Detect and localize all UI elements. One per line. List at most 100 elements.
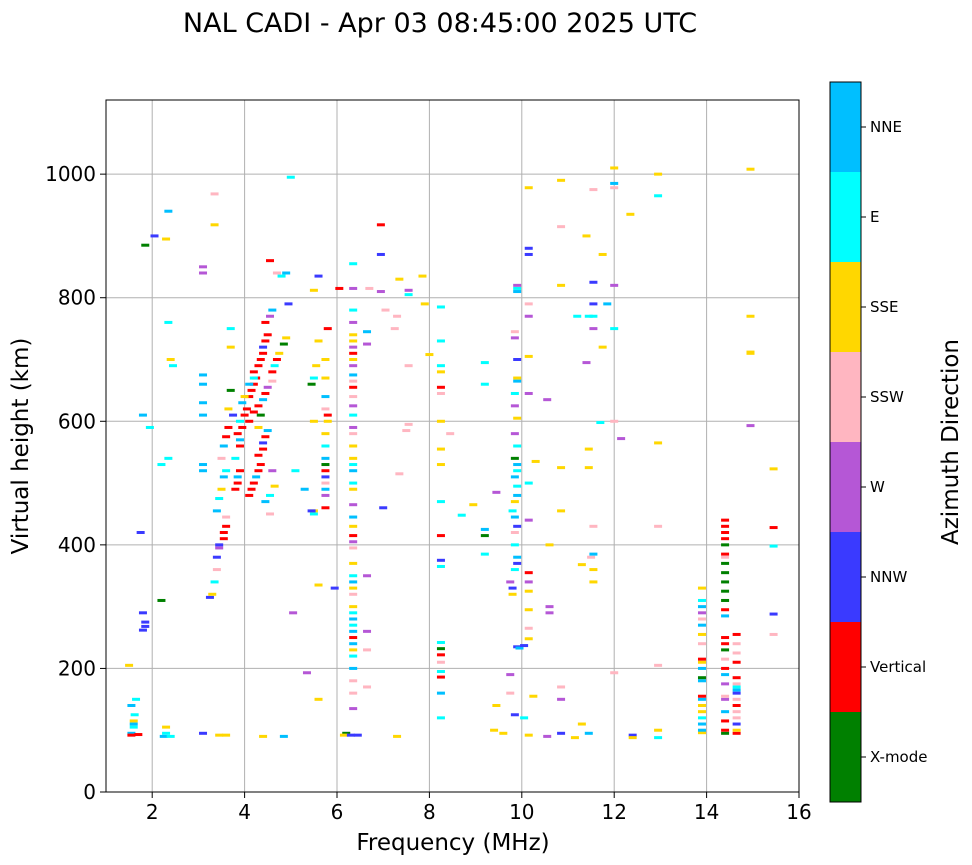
data-point [349, 379, 358, 383]
data-point [436, 500, 445, 504]
data-point [252, 475, 261, 479]
data-point [339, 733, 348, 737]
data-point [349, 364, 358, 368]
data-point [425, 353, 434, 357]
data-points [125, 166, 778, 740]
data-point [231, 456, 240, 460]
data-point [545, 605, 554, 609]
data-point [222, 524, 231, 528]
data-point [261, 391, 270, 395]
data-point [226, 345, 235, 349]
colorbar-segment [830, 172, 861, 262]
data-point [436, 364, 445, 368]
data-point [510, 456, 519, 460]
data-point [349, 666, 358, 670]
data-point [513, 283, 522, 287]
data-point [270, 484, 279, 488]
data-point [226, 388, 235, 392]
data-point [349, 395, 358, 399]
data-point [349, 413, 358, 417]
data-point [697, 623, 706, 627]
data-point [436, 647, 445, 651]
data-point [256, 413, 265, 417]
data-point [732, 688, 741, 692]
data-point [499, 731, 508, 735]
data-point [589, 524, 598, 528]
data-point [302, 671, 311, 675]
data-point [513, 493, 522, 497]
data-point [289, 611, 298, 615]
data-point [321, 463, 330, 467]
colorbar-segment [830, 712, 861, 802]
data-point [577, 563, 586, 567]
data-point [164, 320, 173, 324]
data-point [654, 441, 663, 445]
data-point [261, 320, 270, 324]
data-point [349, 546, 358, 550]
data-point [721, 694, 730, 698]
data-point [321, 506, 330, 510]
colorbar-legend: X-mode Vertical NNW W SSW SSE E NNE [829, 81, 927, 803]
data-point [210, 223, 219, 227]
data-point [321, 407, 330, 411]
data-point [164, 209, 173, 213]
data-point [245, 493, 254, 497]
data-point [300, 487, 309, 491]
data-point [721, 636, 730, 640]
data-point [436, 339, 445, 343]
data-point [256, 358, 265, 361]
data-point [524, 246, 533, 250]
colorbar-segment [830, 262, 861, 352]
data-point [349, 345, 358, 349]
data-point [363, 629, 372, 633]
data-point [233, 475, 242, 479]
data-point [524, 314, 533, 318]
x-tick-label: 6 [331, 800, 344, 824]
data-point [363, 330, 372, 334]
data-point [349, 617, 358, 621]
data-point [436, 716, 445, 720]
data-point [697, 666, 706, 670]
data-point [349, 444, 358, 448]
data-point [259, 398, 268, 402]
data-point [349, 623, 358, 627]
data-point [166, 358, 175, 361]
data-point [732, 697, 741, 701]
data-point [697, 632, 706, 636]
data-point [769, 632, 778, 636]
data-point [721, 710, 730, 714]
data-point [393, 734, 402, 738]
y-tick-label: 400 [58, 533, 96, 557]
data-point [268, 379, 277, 383]
data-point [138, 611, 147, 615]
data-point [557, 225, 566, 229]
data-point [721, 719, 730, 723]
data-point [215, 733, 224, 737]
data-point [335, 286, 344, 290]
data-point [321, 493, 330, 497]
data-point [654, 172, 663, 176]
data-point [277, 274, 286, 278]
data-point [721, 697, 730, 701]
data-point [242, 407, 251, 411]
colorbar-frame [829, 81, 862, 803]
data-point [349, 611, 358, 615]
data-point [732, 676, 741, 680]
data-point [125, 663, 134, 667]
data-point [363, 342, 372, 346]
data-point [307, 509, 316, 513]
data-point [697, 586, 706, 590]
colorbar-tick-label: NNW [870, 568, 907, 586]
data-point [697, 679, 706, 683]
data-point [166, 734, 175, 738]
data-point [314, 583, 323, 587]
data-point [598, 345, 607, 349]
data-point [168, 364, 177, 368]
data-point [215, 497, 224, 501]
data-point [259, 345, 268, 349]
data-point [510, 336, 519, 340]
data-point [349, 515, 358, 519]
data-point [732, 651, 741, 655]
data-point [284, 302, 293, 306]
data-point [746, 351, 755, 355]
